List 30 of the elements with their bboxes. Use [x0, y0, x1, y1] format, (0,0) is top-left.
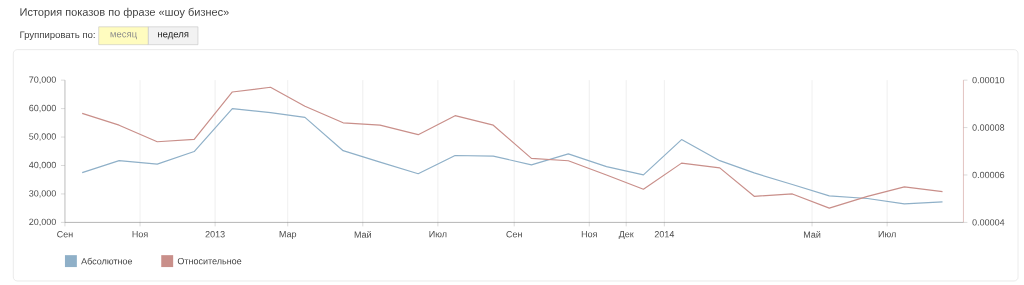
y-tick-label: 40,000: [28, 161, 56, 170]
x-tick-label: Май: [354, 231, 371, 238]
y-tick-label: 70,000: [29, 76, 56, 84]
y-tick-label: 30,000: [29, 190, 56, 198]
x-tick-label: Май: [803, 231, 821, 238]
y-tick-label: 50,000: [29, 133, 56, 141]
y-tick-label: 20,000: [29, 218, 56, 227]
x-tick-label: Ноя: [132, 231, 148, 238]
legend-label: Абсолютное: [81, 257, 133, 265]
y2-tick-label: 0.00004: [972, 219, 1005, 226]
x-tick-label: 2014: [654, 231, 675, 238]
line-series: [81, 86, 944, 209]
x-tick-label: Ноя: [581, 231, 597, 238]
x-tick-label: Июл: [429, 231, 447, 238]
x-tick-label: Сен: [57, 231, 73, 238]
x-tick-label: Дек: [618, 231, 634, 240]
x-tick-label: 2013: [205, 231, 225, 238]
y2-tick-label: 0.00008: [972, 124, 1005, 131]
x-tick-label: Мар: [279, 231, 297, 240]
y-tick-label: 60,000: [29, 104, 56, 113]
x-tick-label: Июл: [878, 231, 896, 238]
text: месяц: [110, 32, 137, 40]
y2-tick-label: 0.00006: [972, 171, 1005, 179]
text: неделя: [158, 32, 189, 40]
y2-tick-label: 0.00010: [972, 76, 1005, 84]
x-tick-label: Сен: [506, 231, 522, 238]
line-series: [81, 108, 944, 205]
chart-subtitle: Группировать по:: [20, 31, 95, 41]
chart-title: История показов по фразе «шоу бизнес»: [20, 7, 229, 19]
legend-label: Относительное: [177, 257, 242, 265]
